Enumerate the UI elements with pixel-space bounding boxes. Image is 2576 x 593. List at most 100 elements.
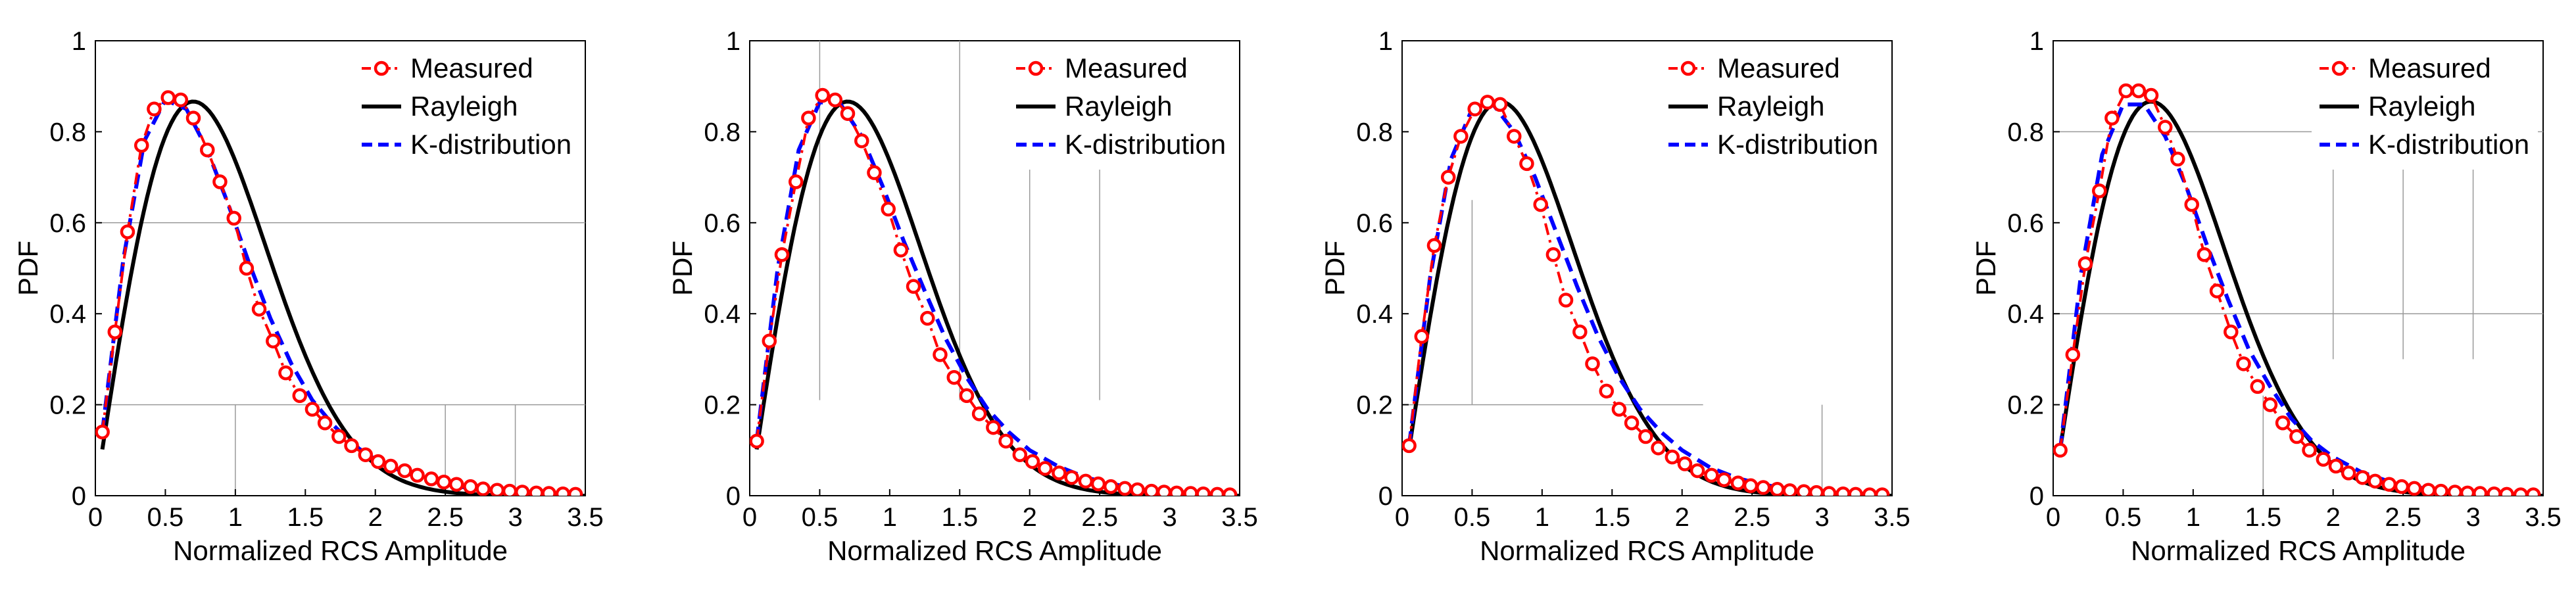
measured-point [1169, 485, 1184, 496]
measured-point [370, 454, 386, 469]
measured-point [1638, 429, 1653, 444]
measured-point [1414, 329, 1430, 344]
measured-point [1835, 486, 1851, 496]
y-tick-label: 0.8 [49, 118, 86, 147]
y-tick-label: 1 [2029, 27, 2044, 56]
y-tick-label: 0 [72, 482, 86, 511]
measured-point [2341, 465, 2356, 481]
measured-point [1467, 101, 1482, 117]
measured-point [383, 458, 399, 474]
y-tick-label: 0 [1378, 482, 1393, 511]
measured-point [95, 424, 110, 440]
measured-point [424, 471, 439, 486]
measured-point [1426, 238, 1442, 253]
measured-point [1025, 454, 1040, 469]
y-tick-label: 0 [2029, 482, 2044, 511]
x-axis-label: Normalized RCS Amplitude [2131, 535, 2466, 566]
x-tick-label: 3.5 [567, 503, 604, 532]
x-tick-label: 0.5 [147, 503, 184, 532]
x-tick-label: 1.5 [2245, 503, 2281, 532]
measured-point [762, 333, 777, 348]
measured-point [2209, 283, 2225, 298]
legend-marker-measured [2331, 60, 2347, 76]
x-tick-label: 1 [1535, 503, 1549, 532]
x-tick-label: 0 [742, 503, 757, 532]
x-tick-label: 2 [1023, 503, 1037, 532]
measured-point [568, 486, 583, 496]
measured-point [1130, 482, 1145, 496]
measured-point [2355, 470, 2370, 485]
x-tick-label: 3.5 [1874, 503, 1910, 532]
measured-point [867, 165, 882, 180]
measured-point [959, 388, 975, 404]
y-tick-label: 0.8 [2007, 118, 2044, 147]
measured-point [226, 210, 241, 226]
measured-point [2104, 110, 2120, 126]
measured-point [304, 402, 320, 417]
measured-point [1704, 467, 1719, 483]
measured-point [173, 92, 189, 108]
measured-point [541, 486, 556, 496]
measured-point [2513, 487, 2529, 496]
y-tick-label: 0 [726, 482, 741, 511]
measured-point [239, 260, 255, 276]
measured-point [2406, 481, 2422, 496]
measured-point [1144, 483, 1159, 496]
measured-point [463, 479, 478, 494]
legend-label: Measured [1717, 53, 1840, 83]
measured-point [1492, 97, 1508, 112]
x-tick-label: 3 [1814, 503, 1829, 532]
measured-point [854, 133, 869, 149]
x-tick-label: 0.5 [2105, 503, 2142, 532]
measured-point [1453, 129, 1469, 144]
y-axis-label: PDF [12, 241, 43, 296]
measured-point [946, 369, 962, 385]
measured-point [1624, 415, 1640, 431]
chart-panel-1: 0 0.5 1 1.5 2 2.5 3 3.5 0 0.2 0.4 0.6 0.8 1 Normalized… [12, 27, 604, 566]
x-tick-label: 3 [508, 503, 522, 532]
measured-point [2289, 429, 2304, 444]
legend-label: K-distribution [410, 129, 571, 160]
measured-point [1651, 440, 1666, 456]
measured-point [251, 302, 267, 317]
legend-marker-measured [374, 60, 389, 76]
y-axis-label: PDF [1319, 241, 1350, 296]
legend-marker-measured [1028, 60, 1044, 76]
measured-point [489, 483, 505, 496]
measured-point [160, 90, 176, 105]
measured-point [2433, 483, 2448, 496]
measured-point [2525, 487, 2541, 496]
measured-point [317, 415, 333, 431]
measured-point [906, 279, 921, 294]
x-tick-label: 2 [2326, 503, 2341, 532]
measured-point [1090, 476, 1106, 492]
measured-point [1196, 486, 1211, 496]
measured-point [971, 406, 987, 421]
measured-point [1402, 438, 1417, 454]
x-tick-label: 2.5 [2385, 503, 2421, 532]
y-tick-label: 1 [1378, 27, 1393, 56]
measured-point [1052, 465, 1067, 481]
measured-point [331, 429, 347, 444]
measured-point [1117, 481, 1132, 496]
y-tick-label: 0.4 [2007, 300, 2044, 329]
measured-point [2368, 473, 2383, 489]
measured-point [2394, 479, 2410, 494]
x-tick-label: 0.5 [1454, 503, 1491, 532]
y-tick-label: 1 [72, 27, 86, 56]
measured-point [2499, 486, 2514, 496]
measured-point [1821, 486, 1837, 496]
measured-point [920, 310, 935, 326]
measured-point [788, 174, 804, 189]
x-tick-label: 0 [2046, 503, 2060, 532]
x-tick-label: 0 [88, 503, 103, 532]
y-tick-label: 0.2 [49, 391, 86, 420]
measured-point [2381, 477, 2397, 492]
y-tick-label: 0.6 [1356, 209, 1393, 238]
measured-point [1507, 129, 1522, 144]
x-tick-label: 3.5 [2525, 503, 2562, 532]
measured-point [2262, 397, 2278, 412]
y-tick-label: 0.8 [704, 118, 741, 147]
measured-point [344, 438, 359, 454]
legend-label: K-distribution [1717, 129, 1878, 160]
